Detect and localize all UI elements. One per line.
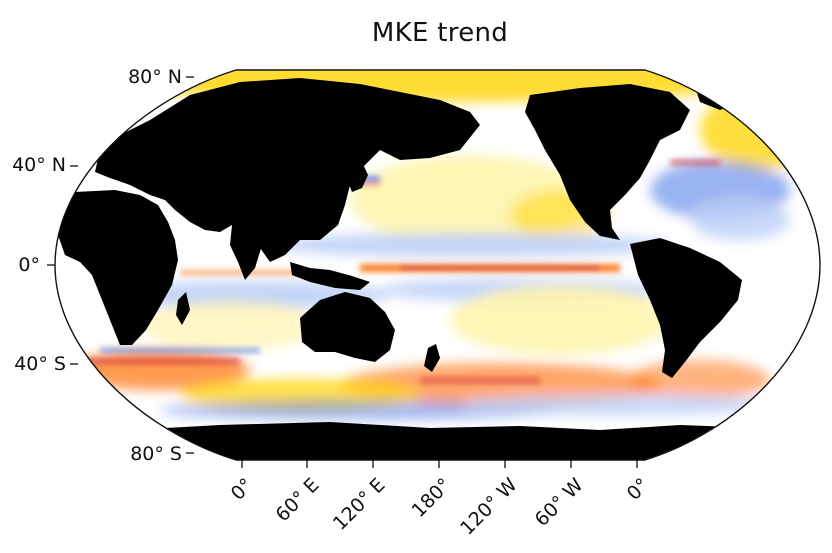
lat-label-40n: 40° N <box>12 154 66 176</box>
lat-label-40s: 40° S <box>14 353 66 375</box>
ocean-trend-band <box>400 266 600 270</box>
ocean-trend-patch <box>690 200 790 240</box>
lat-label-80s: 80° S <box>130 443 182 465</box>
ocean-trend-patch <box>460 395 780 415</box>
south-america-land <box>630 238 742 378</box>
lat-label-80n: 80° N <box>128 66 182 88</box>
map-title: MKE trend <box>371 18 509 48</box>
ocean-trend-band <box>670 160 720 165</box>
ocean-trend-band <box>180 270 300 275</box>
africa-land <box>58 190 178 345</box>
ocean-trend-band <box>80 358 240 364</box>
land-masses <box>55 72 820 460</box>
ocean-field <box>55 70 820 460</box>
ocean-trend-patch <box>270 233 670 257</box>
ocean-trend-band <box>100 348 260 353</box>
antarctica-land <box>55 422 820 460</box>
ocean-trend-patch <box>140 300 320 350</box>
ocean-trend-patch <box>630 360 770 400</box>
ocean-trend-band <box>420 378 540 383</box>
north-america-land <box>525 84 690 240</box>
new-zealand-land <box>424 344 440 372</box>
japan-land <box>348 162 368 192</box>
australia-land <box>300 292 395 362</box>
map-outline <box>54 69 821 461</box>
ocean-trend-patch <box>700 90 820 170</box>
india-land <box>230 225 262 280</box>
eurasia-land <box>95 78 480 262</box>
ocean-trend-patch <box>450 285 670 355</box>
indonesia-land <box>290 262 370 290</box>
europe-land <box>805 150 820 205</box>
axis-ticks <box>47 76 638 468</box>
madagascar-land <box>176 292 190 325</box>
lat-label-0: 0° <box>18 254 40 276</box>
